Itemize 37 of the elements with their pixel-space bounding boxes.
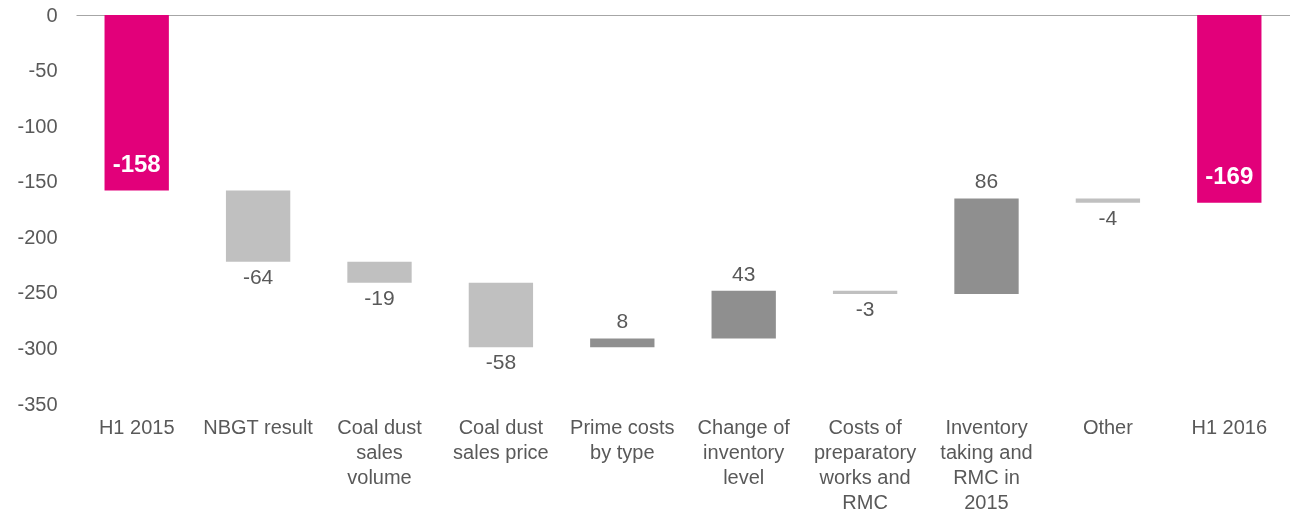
x-tick-label: Prime costs by type — [570, 415, 675, 463]
data-label: -64 — [242, 264, 274, 288]
data-label: 86 — [974, 169, 999, 193]
x-tick-label: Other — [1082, 415, 1134, 438]
bar — [1197, 15, 1262, 203]
data-label: -19 — [364, 285, 395, 309]
y-tick-label: -50 — [28, 59, 58, 82]
x-tick-label: H1 2016 — [1191, 415, 1268, 438]
x-tick-label: Inventory taking and RMC in 2015 — [940, 415, 1033, 513]
bar — [1075, 198, 1141, 203]
bar — [954, 198, 1019, 294]
y-tick-label: -100 — [17, 114, 58, 137]
x-tick-label: Coal dust sales volume — [337, 415, 423, 488]
data-label: -158 — [112, 149, 161, 177]
data-label: 43 — [732, 261, 756, 285]
y-tick-label: -200 — [17, 225, 58, 248]
bar — [590, 338, 655, 348]
data-label: -58 — [485, 350, 517, 374]
data-label: -169 — [1205, 161, 1254, 189]
data-label: 8 — [616, 309, 629, 333]
x-tick-label: H1 2015 — [98, 415, 175, 438]
y-tick-label: -250 — [17, 281, 58, 304]
y-tick-label: -350 — [17, 392, 58, 415]
data-label: -4 — [1098, 205, 1118, 229]
data-label: -3 — [855, 296, 875, 320]
bar — [225, 190, 291, 262]
bar — [104, 15, 169, 191]
x-tick-label: NBGT result — [203, 415, 314, 438]
y-tick-label: -300 — [17, 336, 58, 359]
bar — [711, 290, 776, 339]
y-tick-label: -150 — [17, 170, 58, 193]
y-tick-label: 0 — [46, 3, 58, 26]
x-tick-label: Costs of preparatory works and RMC — [813, 415, 917, 513]
x-tick-label: Coal dust sales price — [453, 415, 549, 463]
bar — [468, 282, 534, 348]
bar — [347, 261, 412, 283]
x-tick-label: Change of inventory level — [697, 415, 791, 488]
